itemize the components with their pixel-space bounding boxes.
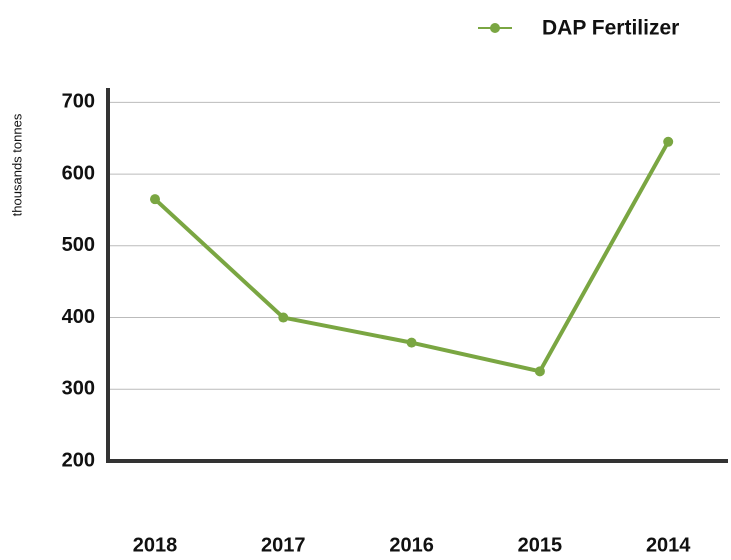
point	[278, 312, 289, 323]
y-tick-label: 700	[62, 91, 95, 113]
y-tick-label: 500	[62, 234, 95, 256]
y-tick-label: 300	[62, 378, 95, 400]
point	[663, 136, 674, 147]
x-tick-label: 2016	[389, 534, 434, 556]
point	[406, 337, 417, 348]
x-tick-label: 2017	[261, 534, 306, 556]
y-tick-label: 400	[62, 306, 95, 328]
x-tick-label: 2014	[646, 534, 691, 556]
legend-label: DAP Fertilizer	[542, 17, 679, 40]
legend-marker	[490, 23, 500, 33]
series-line	[153, 140, 670, 374]
point	[150, 194, 160, 205]
y-axis-label: thousands tonnes	[9, 113, 24, 216]
point	[534, 366, 545, 377]
y-tick-label: 200	[62, 449, 95, 471]
x-tick-label: 2015	[518, 534, 563, 556]
x-tick-label: 2018	[133, 534, 178, 556]
y-tick-label: 600	[62, 162, 95, 184]
